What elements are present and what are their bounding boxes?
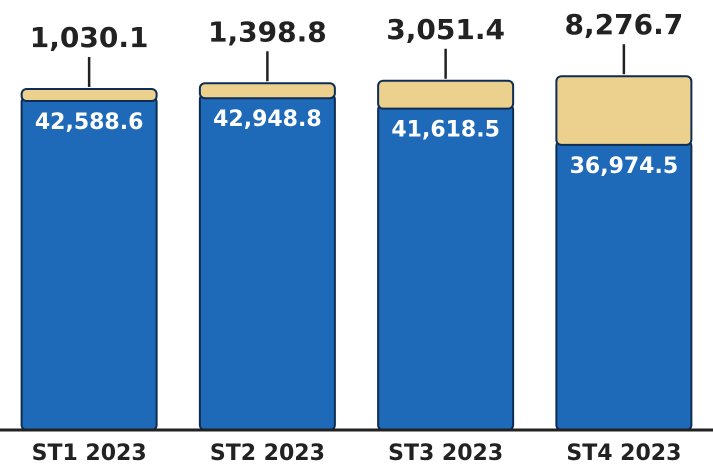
bar-segment bbox=[198, 93, 336, 431]
inner-value-label: 42,948.8 bbox=[213, 107, 322, 132]
x-tick-label: ST1 2023 bbox=[32, 441, 147, 466]
top-value-label: 1,030.1 bbox=[30, 21, 149, 54]
inner-value-label: 36,974.5 bbox=[570, 154, 679, 179]
x-tick-label: ST4 2023 bbox=[566, 441, 681, 466]
top-value-label: 8,276.7 bbox=[565, 8, 684, 41]
bar-segment bbox=[198, 82, 336, 100]
bar-segment bbox=[377, 79, 515, 110]
top-value-label: 3,051.4 bbox=[386, 13, 505, 46]
top-value-label: 1,398.8 bbox=[208, 15, 327, 48]
bar-segment bbox=[555, 139, 693, 431]
x-tick-label: ST2 2023 bbox=[210, 441, 325, 466]
bar-segment bbox=[377, 103, 515, 432]
bar-segment bbox=[20, 87, 158, 103]
bar-segment bbox=[20, 96, 158, 432]
inner-value-label: 42,588.6 bbox=[35, 110, 144, 135]
x-tick-label: ST3 2023 bbox=[388, 441, 503, 466]
inner-value-label: 41,618.5 bbox=[391, 118, 500, 143]
bar-segment bbox=[555, 75, 693, 146]
